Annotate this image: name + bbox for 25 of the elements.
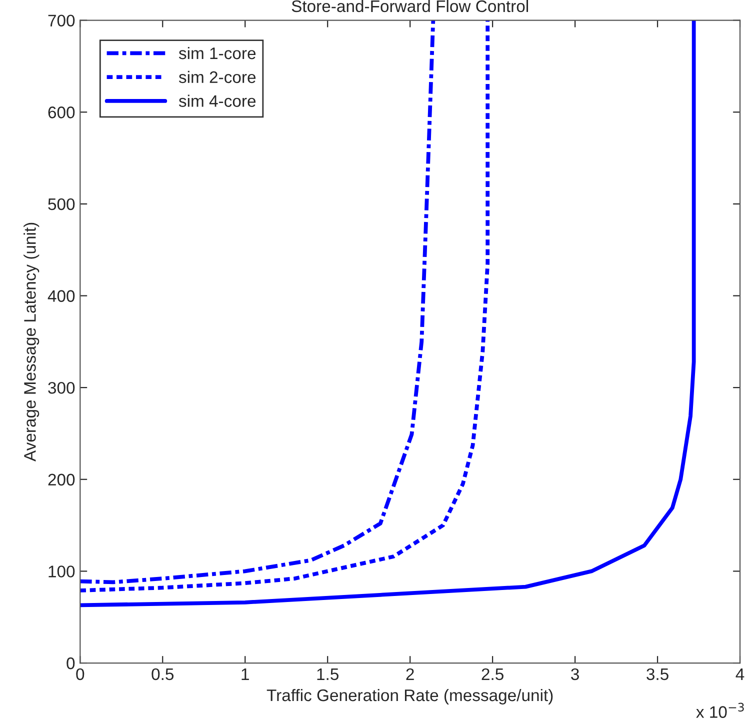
y-tick-label: 0 xyxy=(66,657,75,670)
y-tick-label: 600 xyxy=(48,106,75,118)
y-tick-label: 400 xyxy=(48,290,75,302)
line-series xyxy=(80,20,696,608)
chart-title: Store-and-Forward Flow Control xyxy=(292,0,528,12)
y-tick-label: 500 xyxy=(48,198,75,210)
x-tick-label: 3 xyxy=(571,668,579,680)
x-tick-label: 1.5 xyxy=(317,668,338,680)
text: x 10$^{−3}$ xyxy=(696,702,744,718)
x-tick-label: 4 xyxy=(736,668,744,680)
x-tick-label: 2.5 xyxy=(482,668,504,680)
x-axis-title: Traffic Generation Rate (message/unit) xyxy=(266,688,553,704)
x-tick-label: 0 xyxy=(76,668,84,680)
legend-label: sim 4-core xyxy=(178,94,256,107)
x-tick-label: 3.5 xyxy=(646,668,668,680)
y-tick-label: 700 xyxy=(48,14,75,27)
x-tick-label: 1 xyxy=(242,668,249,680)
y-tick-label: 300 xyxy=(48,382,75,394)
y-tick-label: 100 xyxy=(48,566,75,578)
legend-label: sim 2-core xyxy=(178,70,256,84)
y-axis-title: Average Message Latency (unit) xyxy=(24,222,40,462)
legend-label: sim 1-core xyxy=(178,46,256,60)
x-tick-label: 0.5 xyxy=(152,668,174,680)
x-tick-label: 2 xyxy=(406,668,414,680)
y-tick-label: 200 xyxy=(48,474,75,486)
